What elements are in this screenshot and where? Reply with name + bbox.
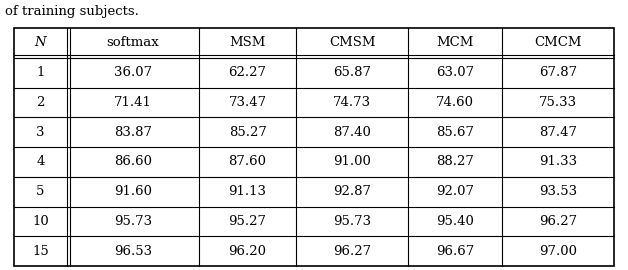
Text: 97.00: 97.00: [539, 245, 577, 258]
Text: 96.53: 96.53: [114, 245, 152, 258]
Text: 4: 4: [36, 155, 45, 168]
Text: 62.27: 62.27: [229, 66, 266, 79]
Text: 1: 1: [36, 66, 45, 79]
Text: 91.13: 91.13: [229, 185, 266, 198]
Text: 86.60: 86.60: [114, 155, 152, 168]
Text: 96.67: 96.67: [436, 245, 474, 258]
Text: 5: 5: [36, 185, 45, 198]
Text: MCM: MCM: [436, 36, 474, 49]
Text: 85.27: 85.27: [229, 126, 266, 139]
Text: 74.73: 74.73: [333, 96, 371, 109]
Text: 65.87: 65.87: [333, 66, 371, 79]
Text: CMCM: CMCM: [534, 36, 582, 49]
Text: 83.87: 83.87: [114, 126, 152, 139]
Text: 91.33: 91.33: [539, 155, 577, 168]
Text: softmax: softmax: [106, 36, 159, 49]
Text: 96.20: 96.20: [229, 245, 266, 258]
Text: 15: 15: [32, 245, 49, 258]
Text: 87.47: 87.47: [539, 126, 577, 139]
Text: 10: 10: [32, 215, 49, 228]
Text: 85.67: 85.67: [436, 126, 474, 139]
Text: 91.00: 91.00: [333, 155, 371, 168]
Text: 67.87: 67.87: [539, 66, 577, 79]
Text: 96.27: 96.27: [333, 245, 371, 258]
Text: 3: 3: [36, 126, 45, 139]
Text: 74.60: 74.60: [436, 96, 474, 109]
Text: 95.40: 95.40: [436, 215, 474, 228]
Text: 95.27: 95.27: [229, 215, 266, 228]
Text: 93.53: 93.53: [539, 185, 577, 198]
Text: 75.33: 75.33: [539, 96, 577, 109]
Text: 88.27: 88.27: [436, 155, 474, 168]
Text: 96.27: 96.27: [539, 215, 577, 228]
Text: MSM: MSM: [229, 36, 266, 49]
Text: 95.73: 95.73: [114, 215, 152, 228]
Text: 87.60: 87.60: [229, 155, 266, 168]
Text: N: N: [35, 36, 46, 49]
Text: 73.47: 73.47: [229, 96, 267, 109]
Text: 92.87: 92.87: [333, 185, 371, 198]
Text: of training subjects.: of training subjects.: [5, 5, 139, 18]
Text: 92.07: 92.07: [436, 185, 474, 198]
Text: 71.41: 71.41: [114, 96, 152, 109]
Text: 87.40: 87.40: [333, 126, 371, 139]
Text: 95.73: 95.73: [333, 215, 371, 228]
Bar: [14, 28, 614, 266]
Text: 91.60: 91.60: [114, 185, 152, 198]
Text: 36.07: 36.07: [114, 66, 152, 79]
Text: 63.07: 63.07: [436, 66, 474, 79]
Text: 2: 2: [36, 96, 45, 109]
Text: CMSM: CMSM: [329, 36, 376, 49]
